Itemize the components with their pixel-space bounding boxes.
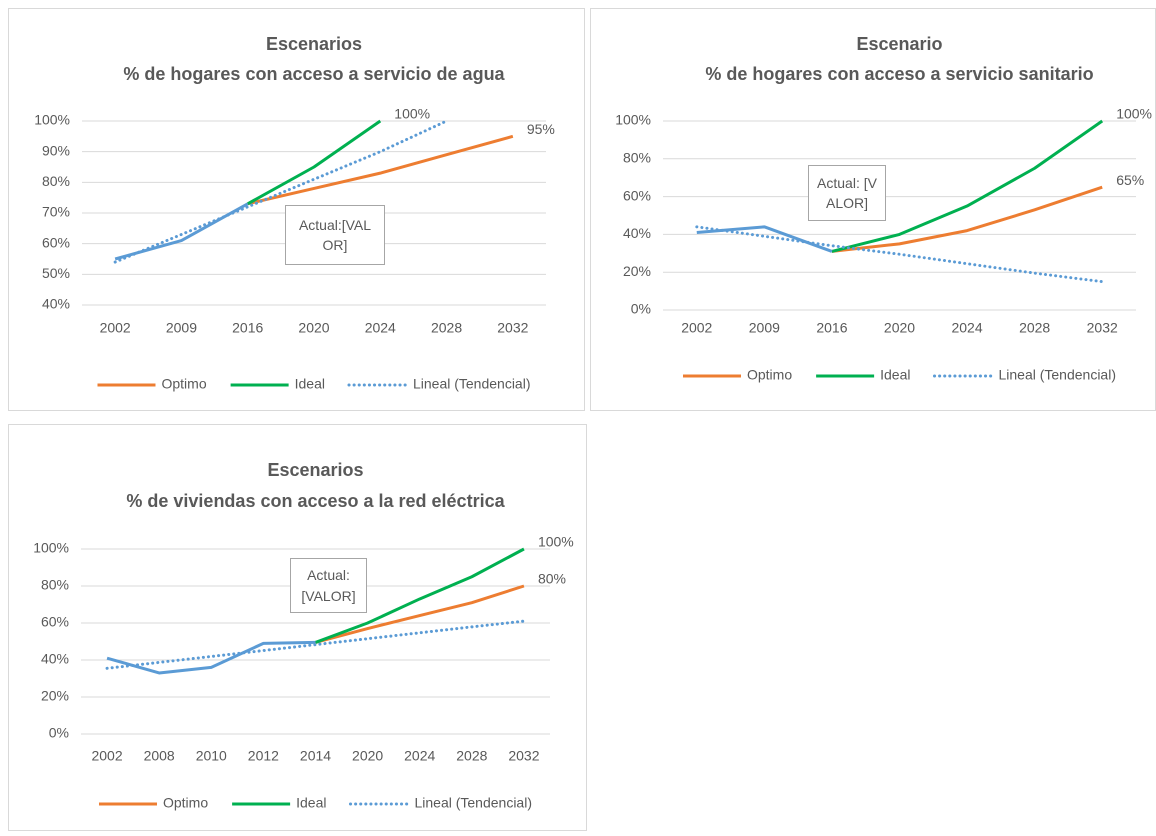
legend: Optimo Ideal Lineal (Tendencial) <box>98 795 532 811</box>
x-tick-label: 2016 <box>816 320 847 336</box>
y-tick-label: 100% <box>33 540 69 556</box>
x-tick-label: 2028 <box>456 748 487 764</box>
legend-label: Ideal <box>296 795 326 811</box>
y-tick-label: 80% <box>623 150 651 166</box>
y-tick-label: 90% <box>42 142 70 158</box>
data-label: 100% <box>394 106 430 122</box>
annotation-box: Actual:[VALOR] <box>285 205 385 265</box>
data-label: 100% <box>538 534 574 550</box>
series-line <box>106 640 316 675</box>
y-tick-label: 70% <box>42 204 70 220</box>
legend-label: Optimo <box>163 795 208 811</box>
y-tick-label: 80% <box>42 173 70 189</box>
x-tick-label: 2002 <box>681 320 712 336</box>
x-tick-label: 2020 <box>298 320 329 336</box>
y-tick-label: 100% <box>615 112 651 128</box>
annotation-box: Actual: [VALOR] <box>290 558 367 613</box>
x-tick-label: 2016 <box>232 320 263 336</box>
series-line <box>113 119 449 264</box>
x-tick-label: 2009 <box>749 320 780 336</box>
x-tick-label: 2014 <box>300 748 331 764</box>
series-line <box>114 202 249 261</box>
y-tick-label: 60% <box>42 234 70 250</box>
legend-label: Optimo <box>161 376 206 392</box>
data-label: 65% <box>1116 172 1144 188</box>
series-line <box>247 134 514 206</box>
y-tick-label: 40% <box>41 651 69 667</box>
series-line <box>831 185 1103 253</box>
y-tick-label: 20% <box>41 688 69 704</box>
x-tick-label: 2032 <box>497 320 528 336</box>
series-line <box>314 547 525 644</box>
x-tick-label: 2032 <box>508 748 539 764</box>
x-tick-label: 2024 <box>951 320 982 336</box>
y-tick-label: 80% <box>41 577 69 593</box>
chart: Escenarios % de hogares con acceso a serv… <box>8 8 585 411</box>
x-tick-label: 2020 <box>884 320 915 336</box>
series-line <box>695 225 1104 284</box>
y-tick-label: 0% <box>49 725 69 741</box>
y-tick-label: 20% <box>623 263 651 279</box>
annotation: Actual: [VALOR] <box>290 558 367 613</box>
annotation: Actual:[VALOR] <box>285 205 385 265</box>
x-tick-label: 2008 <box>144 748 175 764</box>
data-label: 100% <box>1116 106 1152 122</box>
y-tick-label: 60% <box>41 614 69 630</box>
x-tick-label: 2009 <box>166 320 197 336</box>
x-tick-label: 2010 <box>196 748 227 764</box>
series-line <box>246 119 382 206</box>
chart: Escenarios % de viviendas con acceso a la… <box>8 424 587 831</box>
y-tick-label: 50% <box>42 265 70 281</box>
legend: Optimo Ideal Lineal (Tendencial) <box>682 367 1116 383</box>
x-tick-label: 2024 <box>404 748 435 764</box>
series-line <box>831 119 1104 253</box>
y-tick-label: 40% <box>42 296 70 312</box>
legend-label: Lineal (Tendencial) <box>998 367 1116 383</box>
chart-subtitle: % de viviendas con acceso a la red eléct… <box>126 491 505 511</box>
annotation: Actual: [VALOR] <box>808 165 886 221</box>
legend-label: Lineal (Tendencial) <box>413 376 531 392</box>
x-tick-label: 2028 <box>1019 320 1050 336</box>
chart-subtitle: % de hogares con acceso a servicio de ag… <box>123 64 505 84</box>
x-tick-label: 2032 <box>1087 320 1118 336</box>
chart-frame <box>8 424 587 831</box>
chart: Escenario % de hogares con acceso a servi… <box>590 8 1156 411</box>
legend-label: Lineal (Tendencial) <box>414 795 532 811</box>
series-line <box>105 619 526 670</box>
y-tick-label: 0% <box>631 301 651 317</box>
chart-subtitle: % de hogares con acceso a servicio sanit… <box>705 64 1093 84</box>
legend-label: Ideal <box>880 367 910 383</box>
chart-title: Escenarios <box>267 460 363 480</box>
x-tick-label: 2024 <box>365 320 396 336</box>
legend-label: Ideal <box>295 376 325 392</box>
y-tick-label: 40% <box>623 225 651 241</box>
y-tick-label: 100% <box>34 112 70 128</box>
x-tick-label: 2002 <box>100 320 131 336</box>
legend: Optimo Ideal Lineal (Tendencial) <box>97 376 531 392</box>
series-line <box>315 584 525 644</box>
data-label: 95% <box>527 121 555 137</box>
y-tick-label: 60% <box>623 187 651 203</box>
x-tick-label: 2028 <box>431 320 462 336</box>
chart-title: Escenarios <box>266 34 362 54</box>
annotation-box: Actual: [VALOR] <box>808 165 886 221</box>
x-tick-label: 2002 <box>91 748 122 764</box>
legend-label: Optimo <box>747 367 792 383</box>
chart-title: Escenario <box>856 34 942 54</box>
series-line <box>696 225 833 253</box>
x-tick-label: 2020 <box>352 748 383 764</box>
data-label: 80% <box>538 571 566 587</box>
x-tick-label: 2012 <box>248 748 279 764</box>
